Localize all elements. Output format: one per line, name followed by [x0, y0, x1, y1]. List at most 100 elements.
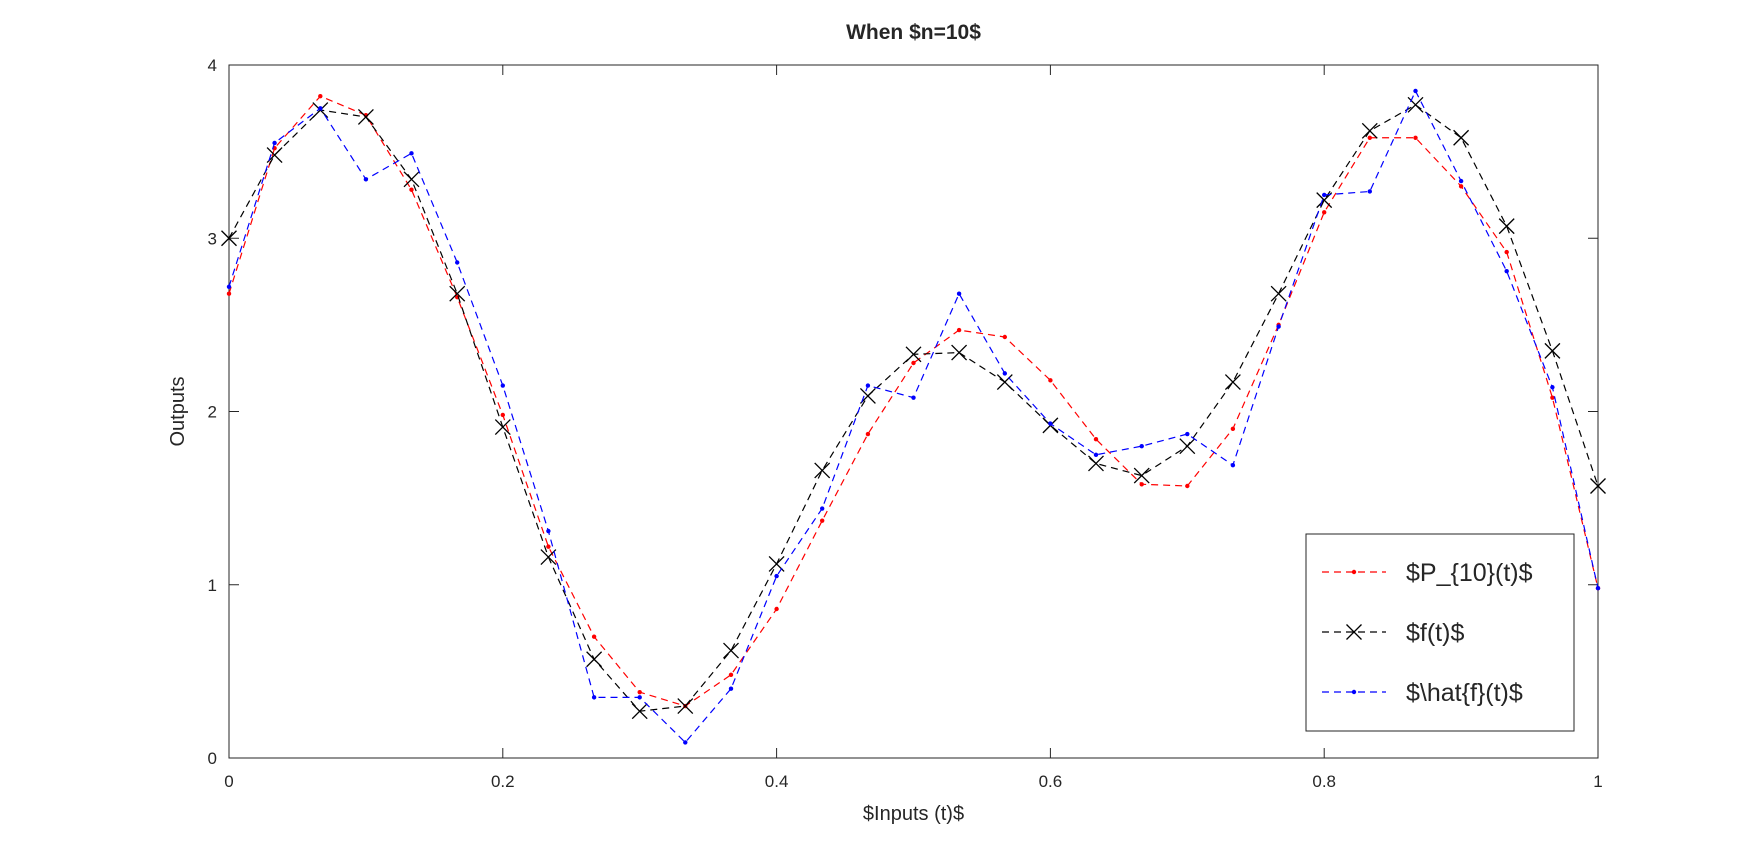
x-tick-label: 0 [224, 772, 233, 791]
legend-item: $\hat{f}(t)$ [1322, 679, 1523, 707]
data-point [586, 651, 603, 668]
data-point [1550, 385, 1555, 390]
legend-label: $\hat{f}(t)$ [1406, 679, 1523, 707]
y-tick-label: 0 [208, 749, 217, 768]
data-point [865, 431, 871, 437]
data-point [1139, 443, 1144, 449]
x-tick-label: 1 [1593, 772, 1602, 791]
data-point [403, 171, 420, 188]
data-point [814, 462, 831, 479]
data-point [1185, 483, 1190, 489]
data-point [449, 285, 466, 302]
chart-title: When $n=10$ [846, 21, 981, 44]
x-tick-label: 0.8 [1312, 772, 1336, 791]
data-point [1407, 96, 1424, 113]
data-point [500, 383, 505, 388]
legend-marker [1351, 569, 1357, 575]
data-point [1413, 88, 1418, 94]
data-point [1048, 378, 1053, 383]
data-point [318, 93, 323, 99]
data-point [1133, 467, 1150, 484]
x-axis-ticks: 0 0.2 0.4 0.6 0.8 1 [224, 65, 1603, 791]
data-point [1002, 371, 1008, 376]
data-point [1458, 184, 1464, 189]
legend-item: $P_{10}(t)$ [1322, 559, 1533, 587]
data-point [1504, 268, 1509, 274]
data-point [1185, 431, 1190, 437]
data-point [911, 360, 916, 366]
data-point [905, 346, 922, 363]
data-point [637, 689, 642, 695]
data-point [540, 549, 557, 565]
data-point [409, 187, 414, 192]
legend-item: $f(t)$ [1322, 619, 1464, 647]
legend: $P_{10}(t)$ $f(t)$ $\hat{f}(t)$ [1305, 533, 1575, 732]
data-point [409, 151, 414, 156]
data-point [1367, 135, 1372, 140]
data-point [859, 387, 876, 404]
data-point [774, 573, 779, 579]
data-point [591, 634, 597, 639]
data-point [494, 419, 511, 436]
data-point [363, 177, 369, 182]
data-point [911, 395, 916, 400]
data-point [546, 528, 551, 534]
legend-label: $P_{10}(t)$ [1406, 559, 1533, 587]
x-axis-label: $Inputs (t)$ [863, 803, 964, 825]
data-point [677, 698, 694, 714]
y-tick-label: 2 [208, 403, 217, 422]
data-point [221, 230, 237, 247]
data-point [357, 109, 374, 125]
data-point [728, 686, 734, 691]
data-point [500, 412, 505, 418]
data-point [865, 383, 871, 388]
x-tick-label: 0.4 [765, 772, 789, 791]
data-point [1270, 285, 1287, 302]
data-point [1550, 395, 1555, 400]
data-point [1093, 437, 1099, 442]
data-point [226, 291, 232, 296]
data-point [1230, 463, 1236, 468]
y-axis-ticks: 0 1 2 3 4 [208, 56, 1598, 768]
data-point [819, 506, 825, 511]
data-point [1590, 478, 1606, 494]
data-point [1048, 421, 1053, 426]
data-point [1002, 334, 1008, 340]
data-point [1413, 135, 1418, 140]
data-point [226, 284, 232, 289]
y-tick-label: 4 [208, 56, 217, 75]
data-point [1595, 586, 1601, 591]
data-point [546, 544, 551, 549]
data-point [272, 140, 277, 146]
data-point [1458, 178, 1464, 184]
data-point [455, 260, 460, 265]
x-tick-label: 0.6 [1039, 772, 1063, 791]
data-point [1276, 324, 1281, 329]
series-2 [226, 88, 1601, 745]
data-point [1230, 426, 1236, 432]
data-point [1367, 189, 1372, 194]
y-tick-label: 1 [208, 576, 217, 595]
data-point [1224, 374, 1241, 391]
data-point [1544, 342, 1561, 359]
data-point [1088, 455, 1104, 472]
data-point [1453, 129, 1470, 146]
data-point [637, 695, 642, 700]
data-point [996, 374, 1013, 391]
data-point [683, 740, 688, 745]
legend-marker [1346, 624, 1362, 640]
y-axis-label: Outputs [167, 376, 189, 446]
data-point [318, 106, 323, 111]
y-tick-label: 3 [208, 229, 217, 248]
data-point [591, 695, 597, 700]
data-point [956, 327, 962, 333]
data-point [631, 703, 648, 720]
data-point [1361, 122, 1378, 139]
data-point [1093, 452, 1099, 458]
data-point [723, 642, 739, 659]
data-point [956, 291, 962, 296]
data-point [728, 672, 734, 678]
legend-label: $f(t)$ [1406, 619, 1464, 647]
x-tick-label: 0.2 [491, 772, 515, 791]
